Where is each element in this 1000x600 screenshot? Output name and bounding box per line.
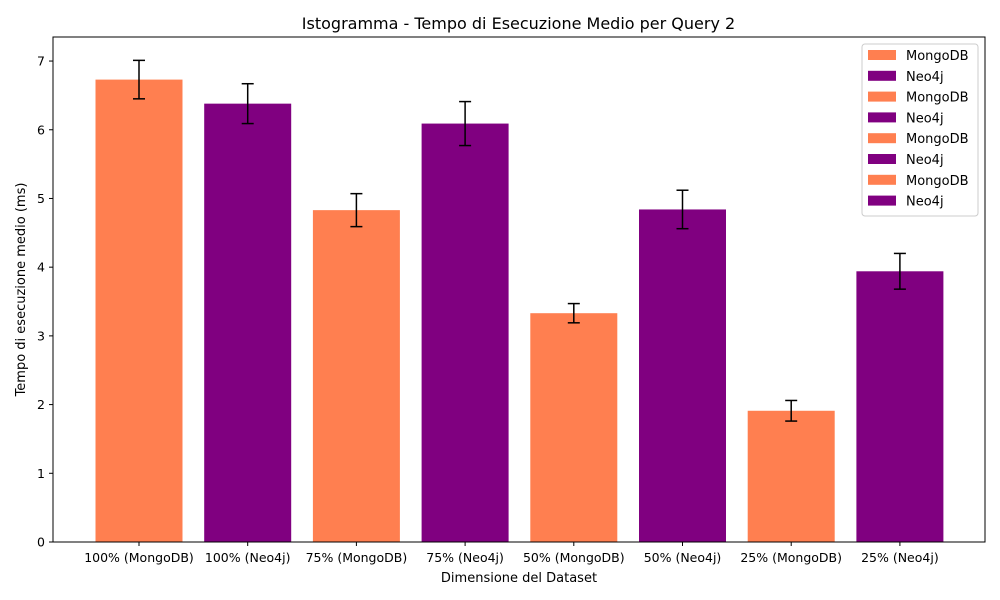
y-tick-label: 4	[37, 260, 45, 275]
chart-title: Istogramma - Tempo di Esecuzione Medio p…	[302, 14, 735, 33]
bar	[530, 313, 618, 542]
bar	[312, 210, 400, 542]
y-tick-label: 7	[37, 54, 45, 69]
x-tick-label: 75% (Neo4j)	[426, 550, 504, 565]
legend-label: Neo4j	[906, 195, 944, 210]
legend-swatch	[868, 174, 896, 185]
y-tick-label: 3	[37, 328, 45, 343]
bar	[639, 209, 726, 542]
bar	[421, 123, 509, 543]
legend-label: Neo4j	[906, 111, 944, 126]
legend-label: MongoDB	[906, 174, 969, 189]
y-tick-label: 5	[37, 191, 45, 206]
x-tick-label: 50% (Neo4j)	[644, 550, 722, 565]
legend-swatch	[868, 154, 896, 164]
legend-swatch	[868, 70, 896, 81]
bar	[204, 103, 292, 543]
x-tick-label: 100% (MongoDB)	[84, 550, 194, 565]
error-bars-layer	[133, 59, 906, 422]
bar	[95, 79, 183, 543]
legend-swatch	[868, 91, 896, 102]
x-tick-label: 25% (Neo4j)	[861, 550, 939, 565]
y-tick-label: 2	[37, 397, 45, 412]
legend-swatch	[868, 112, 896, 123]
bars-layer	[95, 79, 944, 543]
plot-frame	[52, 36, 986, 543]
legend-label: MongoDB	[906, 132, 969, 147]
x-tick-label: 75% (MongoDB)	[306, 550, 408, 565]
x-tick-label: 50% (MongoDB)	[523, 550, 625, 565]
x-axis: 100% (MongoDB) 100% (Neo4j) 75% (MongoDB) 7…	[84, 542, 939, 565]
legend-label: MongoDB	[906, 49, 969, 64]
legend-swatch	[868, 133, 896, 144]
x-tick-label: 25% (MongoDB)	[740, 550, 842, 565]
y-axis: 0 1 2 3 4 5 6 7	[37, 54, 53, 550]
legend-label: Neo4j	[906, 70, 944, 85]
y-tick-label: 0	[37, 535, 45, 550]
y-tick-label: 1	[37, 466, 45, 481]
legend-swatch	[868, 195, 896, 206]
legend-swatch	[868, 50, 896, 60]
legend-label: Neo4j	[906, 153, 944, 168]
legend-box	[861, 43, 979, 217]
y-tick-label: 6	[37, 122, 45, 137]
x-tick-label: 100% (Neo4j)	[205, 550, 291, 565]
bar	[856, 271, 944, 542]
legend-label: MongoDB	[906, 91, 969, 106]
x-axis-label: Dimensione del Dataset	[441, 571, 597, 586]
y-axis-label: Tempo di esecuzione medio (ms)	[14, 183, 29, 398]
legend: MongoDB Neo4j MongoDB Neo4j MongoDB Neo4j Mong…	[861, 43, 979, 217]
bar	[747, 410, 835, 542]
